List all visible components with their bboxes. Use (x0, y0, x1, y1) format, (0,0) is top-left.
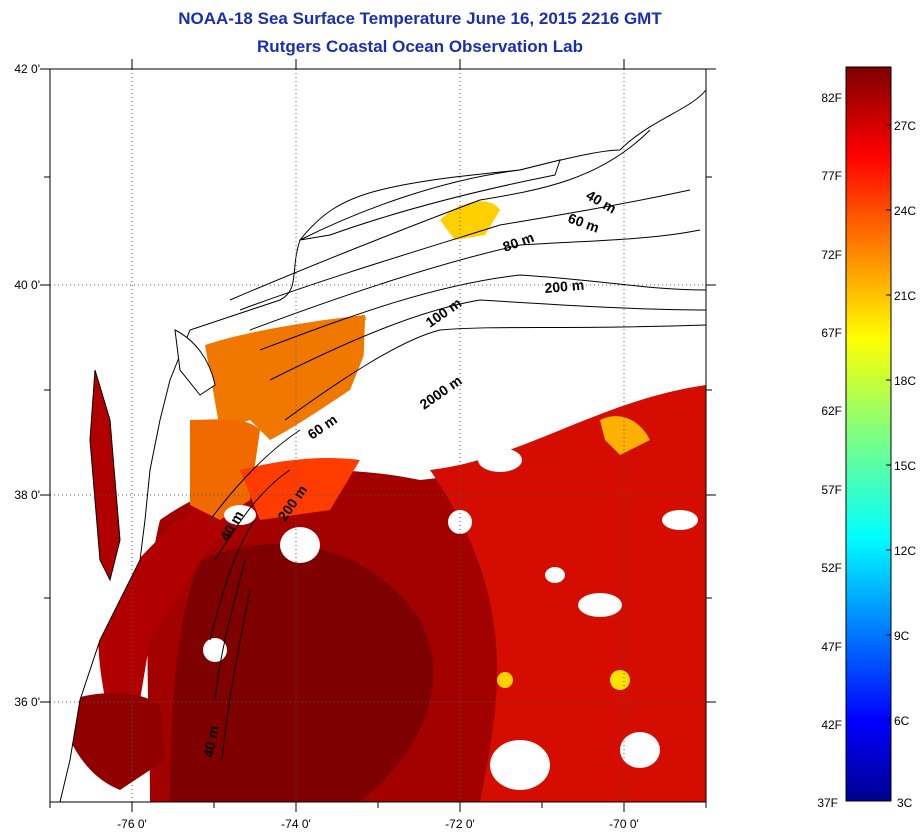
colorbar-c-label: 15C (894, 459, 916, 473)
sst-virginia-shelf (240, 458, 360, 520)
cloud-mask (203, 300, 706, 790)
colorbar-c-label: 21C (894, 289, 916, 303)
colorbar-f-label: 67F (821, 326, 842, 340)
isobath-contours (209, 129, 706, 761)
isobath-line (214, 559, 246, 701)
sst-yellow-patch-north (440, 201, 500, 240)
colorbar-f-label: 42F (821, 718, 842, 732)
contour-label: 80 m (501, 229, 536, 255)
lat-tick-label: 40 0' (14, 278, 40, 292)
map-ticks (40, 59, 716, 812)
colorbar-f-label: 57F (821, 483, 842, 497)
sst-shelf-red (98, 500, 230, 720)
lat-tick-label: 38 0' (14, 488, 40, 502)
colorbar-f-label: 37F (817, 796, 838, 810)
isobath-line (269, 299, 706, 381)
colorbar-c-label: 24C (894, 204, 916, 218)
isobath-line (221, 589, 251, 761)
delaware-bay (174, 329, 216, 396)
colorbar-ticks (886, 124, 891, 721)
isobath-line (284, 324, 706, 421)
colorbar-c-label: 9C (894, 629, 910, 643)
contour-label: 40 m (584, 187, 620, 217)
chesapeake-bay (89, 369, 121, 582)
lat-tick-label: 36 0' (14, 695, 40, 709)
sst-gulf-stream (170, 543, 434, 802)
sst-red-region (430, 385, 706, 802)
land-mass (50, 69, 706, 802)
map-title: NOAA-18 Sea Surface Temperature June 16,… (178, 9, 662, 28)
colorbar-c-label: 18C (894, 374, 916, 388)
contour-label: 200 m (544, 277, 585, 296)
isobath-line (239, 189, 691, 311)
long-island (299, 159, 561, 241)
graticule (50, 69, 706, 802)
isobath-line (249, 229, 701, 331)
sst-yellow-spot (497, 672, 513, 688)
sst-yellow-spot (610, 670, 630, 690)
longitude-labels: -76 0' -74 0' -72 0' -70 0' (117, 817, 639, 831)
isobath-line (214, 469, 291, 561)
colorbar-c-label: 12C (894, 544, 916, 558)
colorbar-f-label: 62F (821, 404, 842, 418)
contour-label: 40 m (200, 724, 221, 758)
colorbar-f-label: 52F (821, 561, 842, 575)
lon-tick-label: -74 0' (281, 817, 311, 831)
isobath-line (209, 519, 256, 641)
lon-tick-label: -70 0' (609, 817, 639, 831)
colorbar-c-label: 6C (894, 714, 910, 728)
colorbar-f-label: 47F (821, 640, 842, 654)
lon-tick-label: -76 0' (117, 817, 147, 831)
isobath-line (229, 129, 651, 301)
sst-nj-shelf-orange (205, 315, 370, 440)
colorbar-c-label: 27C (894, 119, 916, 133)
sst-yellow-patch-east (600, 416, 650, 455)
sst-southern-sound (70, 693, 165, 790)
map-subtitle: Rutgers Coastal Ocean Observation Lab (257, 37, 583, 56)
colorbar-gradient (845, 66, 892, 802)
colorbar-fahrenheit-labels: 82F 77F 72F 67F 62F 57F 52F 47F 42F 37F (817, 91, 842, 810)
colorbar-f-label: 77F (821, 169, 842, 183)
colorbar-celsius-labels: 27C 24C 21C 18C 15C 12C 9C 6C 3C (894, 119, 916, 810)
colorbar-f-label: 72F (821, 248, 842, 262)
isobath-line (259, 274, 706, 351)
colorbar-f-label: 82F (821, 91, 842, 105)
latitude-labels: 42 0' 40 0' 38 0' 36 0' (14, 62, 40, 709)
colorbar: 82F 77F 72F 67F 62F 57F 52F 47F 42F 37F … (817, 66, 916, 810)
colorbar-c-label: 3C (897, 796, 913, 810)
lon-tick-label: -72 0' (445, 817, 475, 831)
contour-label: 60 m (566, 210, 601, 236)
lat-tick-label: 42 0' (14, 62, 40, 76)
isobath-line (209, 429, 301, 521)
land-coastline (50, 69, 706, 802)
